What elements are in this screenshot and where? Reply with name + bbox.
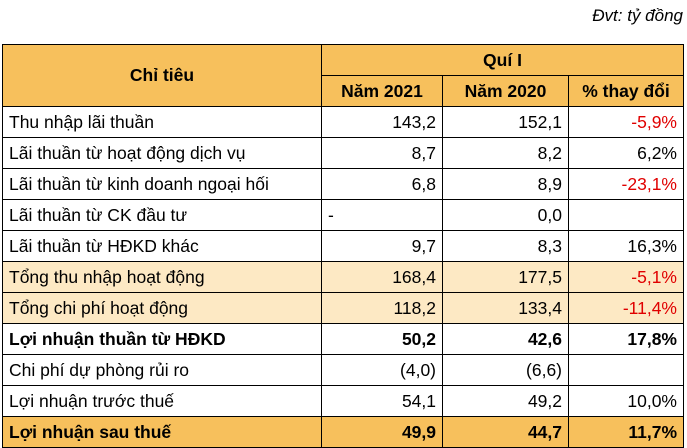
value-2020: 44,7 bbox=[442, 416, 569, 448]
row-label: Lợi nhuận thuần từ HĐKD bbox=[2, 323, 322, 355]
value-change: -23,1% bbox=[568, 168, 684, 200]
value-2020: 8,3 bbox=[442, 230, 569, 262]
value-change: -5,9% bbox=[568, 106, 684, 138]
table-row: Lãi thuần từ hoạt động dịch vụ 8,7 8,2 6… bbox=[2, 137, 684, 169]
value-change: 16,3% bbox=[568, 230, 684, 262]
value-2021: 168,4 bbox=[321, 261, 443, 293]
value-2021: - bbox=[321, 199, 443, 231]
table-row: Lợi nhuận thuần từ HĐKD 50,2 42,6 17,8% bbox=[2, 323, 684, 355]
row-label: Lãi thuần từ CK đầu tư bbox=[2, 199, 322, 231]
header-period: Quí I bbox=[321, 44, 684, 76]
value-2020: (6,6) bbox=[442, 354, 569, 386]
row-label: Lãi thuần từ HĐKD khác bbox=[2, 230, 322, 262]
row-label: Lợi nhuận sau thuế bbox=[2, 416, 322, 448]
table-row: Tổng chi phí hoạt động 118,2 133,4 -11,4… bbox=[2, 292, 684, 324]
value-2021: 118,2 bbox=[321, 292, 443, 324]
table-row: Lãi thuần từ HĐKD khác 9,7 8,3 16,3% bbox=[2, 230, 684, 262]
financial-table: Chỉ tiêu Quí I Năm 2021 Năm 2020 % thay … bbox=[2, 44, 684, 448]
header-2021: Năm 2021 bbox=[321, 75, 443, 107]
value-2020: 133,4 bbox=[442, 292, 569, 324]
value-2021: 49,9 bbox=[321, 416, 443, 448]
row-label: Lợi nhuận trước thuế bbox=[2, 385, 322, 417]
value-2020: 8,2 bbox=[442, 137, 569, 169]
row-label: Tổng thu nhập hoạt động bbox=[2, 261, 322, 293]
table-row: Lãi thuần từ CK đầu tư - 0,0 bbox=[2, 199, 684, 231]
value-change: -11,4% bbox=[568, 292, 684, 324]
row-label: Lãi thuần từ kinh doanh ngoại hối bbox=[2, 168, 322, 200]
value-change: 10,0% bbox=[568, 385, 684, 417]
value-2021: 54,1 bbox=[321, 385, 443, 417]
value-2020: 177,5 bbox=[442, 261, 569, 293]
value-2020: 152,1 bbox=[442, 106, 569, 138]
header-change: % thay đổi bbox=[568, 75, 684, 107]
header-indicator: Chỉ tiêu bbox=[2, 44, 322, 107]
table-row: Thu nhập lãi thuần 143,2 152,1 -5,9% bbox=[2, 106, 684, 138]
value-2020: 49,2 bbox=[442, 385, 569, 417]
value-2021: 143,2 bbox=[321, 106, 443, 138]
unit-note: Đvt: tỷ đồng bbox=[592, 6, 683, 25]
value-2021: 50,2 bbox=[321, 323, 443, 355]
row-label: Lãi thuần từ hoạt động dịch vụ bbox=[2, 137, 322, 169]
value-2020: 8,9 bbox=[442, 168, 569, 200]
value-2020: 0,0 bbox=[442, 199, 569, 231]
table-row: Tổng thu nhập hoạt động 168,4 177,5 -5,1… bbox=[2, 261, 684, 293]
row-label: Tổng chi phí hoạt động bbox=[2, 292, 322, 324]
value-change bbox=[568, 199, 684, 231]
header-2020: Năm 2020 bbox=[442, 75, 569, 107]
value-2021: (4,0) bbox=[321, 354, 443, 386]
row-label: Chi phí dự phòng rủi ro bbox=[2, 354, 322, 386]
value-change: 17,8% bbox=[568, 323, 684, 355]
value-change: 6,2% bbox=[568, 137, 684, 169]
table-row: Lợi nhuận trước thuế 54,1 49,2 10,0% bbox=[2, 385, 684, 417]
row-label: Thu nhập lãi thuần bbox=[2, 106, 322, 138]
value-change: 11,7% bbox=[568, 416, 684, 448]
value-2020: 42,6 bbox=[442, 323, 569, 355]
value-2021: 9,7 bbox=[321, 230, 443, 262]
table-row: Lãi thuần từ kinh doanh ngoại hối 6,8 8,… bbox=[2, 168, 684, 200]
value-change bbox=[568, 354, 684, 386]
value-change: -5,1% bbox=[568, 261, 684, 293]
value-2021: 8,7 bbox=[321, 137, 443, 169]
table-row: Lợi nhuận sau thuế 49,9 44,7 11,7% bbox=[2, 416, 684, 448]
value-2021: 6,8 bbox=[321, 168, 443, 200]
table-row: Chi phí dự phòng rủi ro (4,0) (6,6) bbox=[2, 354, 684, 386]
